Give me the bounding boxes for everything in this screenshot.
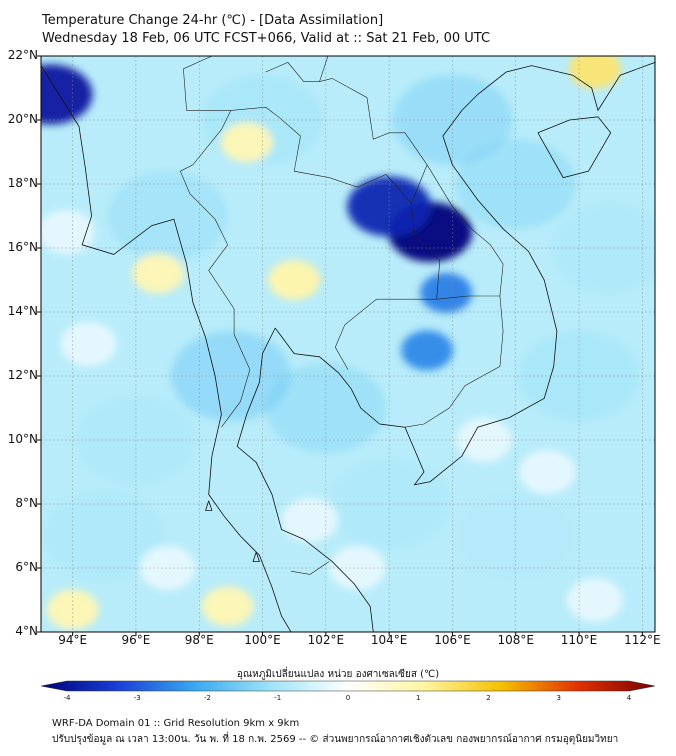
- coastline: [274, 62, 655, 486]
- lon-tick-label: 100°E: [244, 633, 281, 647]
- field-patch: [107, 171, 228, 261]
- warm-anomaly: [568, 56, 621, 89]
- coastlines: [41, 56, 655, 632]
- lat-lon-grid: [41, 56, 655, 632]
- lon-tick-label: 94°E: [58, 633, 88, 647]
- lat-tick-label: 10°N: [7, 432, 38, 446]
- lat-tick-label: 14°N: [7, 304, 38, 318]
- axis-ticks: [37, 55, 643, 636]
- field-patch-neutral: [41, 210, 95, 254]
- lat-tick-label: 22°N: [7, 48, 38, 62]
- colorbar-label: อุณหภูมิเปลี่ยนแปลง หน่วย องศาเซลเซียส (…: [236, 669, 440, 680]
- country-border: [186, 106, 441, 370]
- credit-line: ปรับปรุงข้อมูล ณ เวลา 13:00น. วัน พ. ที่…: [52, 734, 619, 745]
- country-border: [426, 164, 504, 297]
- country-border: [319, 78, 428, 204]
- field-patch-neutral: [282, 498, 339, 542]
- lat-tick-label: 6°N: [15, 560, 38, 574]
- field-patch-neutral: [139, 546, 196, 590]
- colorbar-tick-label: 4: [626, 694, 632, 702]
- lon-tick-label: 98°E: [184, 633, 214, 647]
- model-info: WRF-DA Domain 01 :: Grid Resolution 9km …: [52, 718, 300, 729]
- warm-anomaly: [132, 253, 185, 294]
- temperature-field: [41, 56, 655, 630]
- lon-tick-label: 112°E: [624, 633, 661, 647]
- cold-anomaly: [401, 330, 454, 371]
- lat-tick-label: 8°N: [15, 496, 38, 510]
- country-border: [404, 295, 504, 428]
- field-patch-neutral: [519, 450, 576, 494]
- warm-anomaly: [220, 122, 273, 163]
- country-border: [179, 110, 251, 428]
- lon-tick-label: 106°E: [434, 633, 471, 647]
- cold-anomaly: [420, 272, 473, 313]
- lat-tick-label: 20°N: [7, 112, 38, 126]
- colorbar-tick-label: -2: [204, 694, 211, 702]
- cold-anomaly: [347, 176, 432, 237]
- warm-anomaly: [201, 586, 254, 627]
- colorbar-tick-label: 0: [345, 694, 351, 702]
- colorbar-tick-label: -3: [133, 694, 141, 702]
- colorbar-tick-label: 2: [486, 694, 491, 702]
- lat-tick-label: 4°N: [15, 624, 38, 638]
- lon-tick-label: 110°E: [560, 633, 598, 647]
- coastline: [41, 65, 292, 632]
- field-patch: [44, 491, 165, 581]
- coastline: [252, 551, 260, 562]
- warm-anomaly: [268, 260, 321, 300]
- country-border: [290, 561, 330, 575]
- lon-tick-label: 102°E: [307, 633, 345, 647]
- lon-tick-label: 108°E: [497, 633, 534, 647]
- coastline: [537, 116, 612, 179]
- lat-tick-label: 12°N: [7, 368, 38, 382]
- cold-anomaly: [41, 64, 93, 125]
- colorbar-tick-label: 3: [556, 694, 561, 702]
- map-frame: [40, 55, 656, 633]
- map-subtitle: Wednesday 18 Feb, 06 UTC FCST+066, Valid…: [42, 31, 491, 46]
- lat-tick-label: 16°N: [7, 240, 38, 254]
- lat-tick-label: 18°N: [7, 176, 38, 190]
- field-patch-neutral: [456, 418, 513, 462]
- field-patch-neutral: [60, 322, 117, 366]
- colorbar-tick-label: -1: [274, 694, 282, 702]
- colorbar-tick-label: -4: [63, 694, 71, 702]
- coastline: [205, 500, 213, 511]
- country-border: [183, 56, 215, 111]
- map-title: Temperature Change 24-hr (℃) - [Data Ass…: [42, 13, 384, 28]
- lon-tick-label: 104°E: [370, 633, 408, 647]
- colorbar-tick-label: 1: [416, 694, 421, 702]
- lon-tick-label: 96°E: [121, 633, 151, 647]
- field-patch-neutral: [566, 578, 623, 622]
- coastline: [236, 327, 374, 632]
